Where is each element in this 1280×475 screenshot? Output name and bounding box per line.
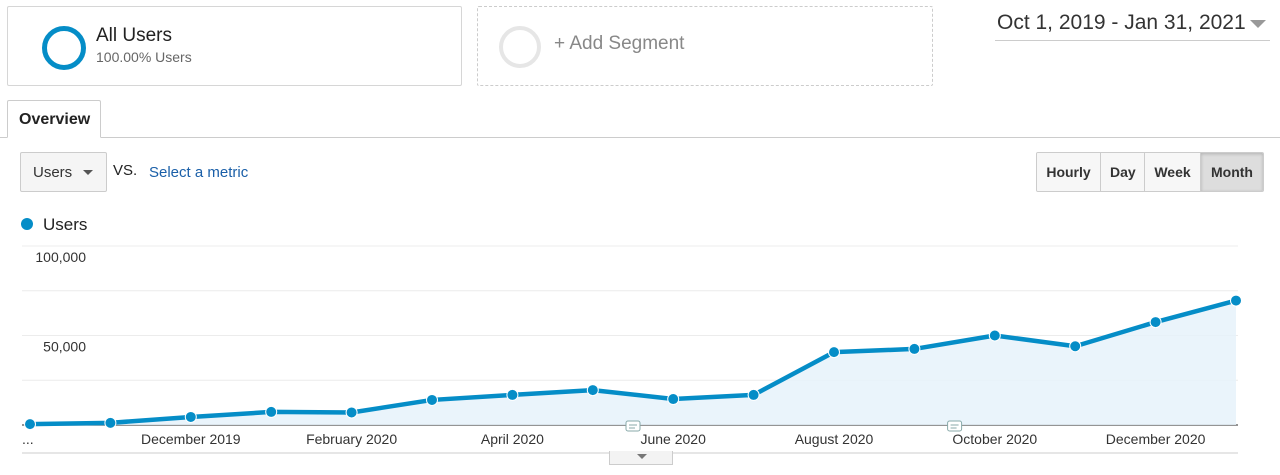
date-range-label: Oct 1, 2019 - Jan 31, 2021 xyxy=(997,11,1246,34)
segment-title: All Users xyxy=(96,25,173,46)
data-point xyxy=(586,384,599,397)
data-point xyxy=(265,405,278,418)
annotation-icon[interactable] xyxy=(625,420,641,432)
x-tick-label: February 2020 xyxy=(306,431,397,447)
data-point xyxy=(506,388,519,401)
tab-divider xyxy=(0,137,1280,138)
x-tick-label: December 2020 xyxy=(1106,431,1206,447)
data-point xyxy=(1069,340,1082,353)
data-point xyxy=(908,342,921,355)
data-point xyxy=(667,393,680,406)
data-point xyxy=(747,388,760,401)
data-point xyxy=(1149,316,1162,329)
granularity-day-button[interactable]: Day xyxy=(1101,153,1145,191)
x-tick-label: October 2020 xyxy=(952,431,1037,447)
segment-all-users[interactable]: All Users 100.00% Users xyxy=(7,6,462,86)
add-segment-button[interactable]: + Add Segment xyxy=(477,6,933,86)
data-point xyxy=(1230,294,1242,307)
x-tick-label: December 2019 xyxy=(141,431,241,447)
date-range-picker[interactable]: Oct 1, 2019 - Jan 31, 2021 xyxy=(995,8,1270,41)
tab-overview[interactable]: Overview xyxy=(7,100,101,138)
legend-users-label: Users xyxy=(43,215,88,234)
granularity-week-button[interactable]: Week xyxy=(1145,153,1201,191)
metric-dropdown-label: Users xyxy=(33,164,73,181)
series-area-users xyxy=(30,300,1236,425)
segment-subtitle: 100.00% Users xyxy=(96,49,192,65)
chevron-down-icon xyxy=(1250,20,1266,28)
granularity-toggle: Hourly Day Week Month xyxy=(1036,152,1264,192)
y-tick-label: 100,000 xyxy=(35,249,86,265)
data-point xyxy=(988,329,1001,342)
users-line-chart: 50,000 100,000... December 2019 February 20… xyxy=(22,245,1242,454)
chevron-down-icon xyxy=(637,454,647,459)
x-tick-label: June 2020 xyxy=(640,431,706,447)
add-segment-ring-icon xyxy=(499,26,541,68)
metric-dropdown[interactable]: Users xyxy=(20,152,107,192)
data-point xyxy=(184,410,197,423)
data-point xyxy=(104,416,117,429)
data-point xyxy=(24,418,36,431)
granularity-month-button[interactable]: Month xyxy=(1201,153,1263,191)
x-tick-label: August 2020 xyxy=(795,431,874,447)
chevron-down-icon xyxy=(83,170,93,175)
x-tick-label: ... xyxy=(22,431,34,447)
vs-label: VS. xyxy=(113,162,138,179)
add-segment-label: + Add Segment xyxy=(554,33,685,54)
annotation-icon[interactable] xyxy=(947,420,963,432)
series-line-users xyxy=(27,298,1239,427)
chart-expand-handle[interactable] xyxy=(609,451,673,465)
data-point xyxy=(828,346,840,359)
granularity-hourly-button[interactable]: Hourly xyxy=(1037,153,1101,191)
data-point xyxy=(426,393,438,406)
tab-overview-label: Overview xyxy=(19,111,91,128)
segment-ring-icon xyxy=(42,26,86,70)
y-tick-label: 50,000 xyxy=(43,339,86,355)
data-point xyxy=(345,406,358,419)
legend-users-dot xyxy=(21,218,33,230)
select-metric-link[interactable]: Select a metric xyxy=(149,164,249,181)
x-tick-label: April 2020 xyxy=(481,431,544,447)
